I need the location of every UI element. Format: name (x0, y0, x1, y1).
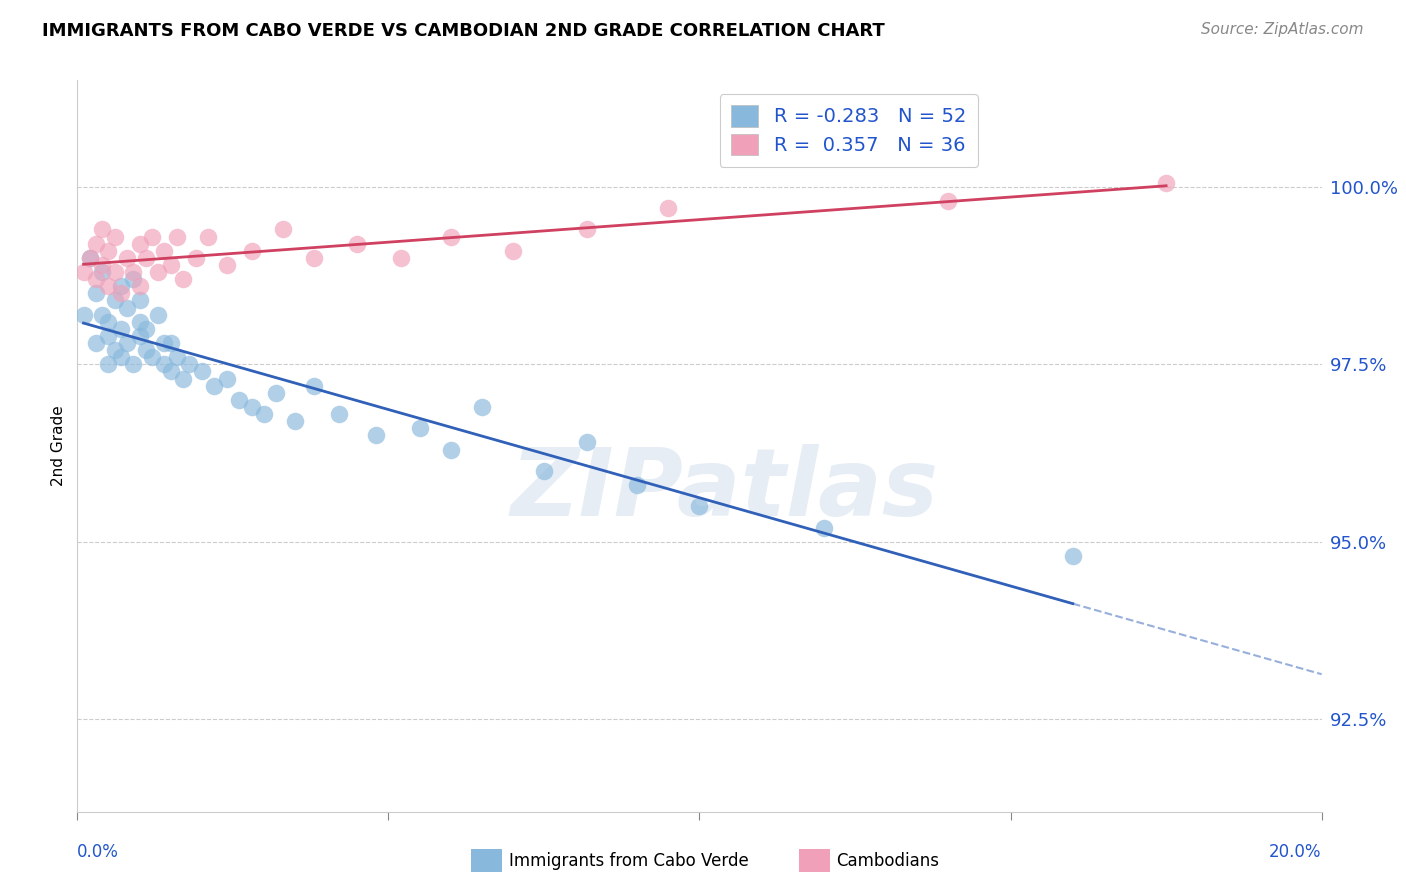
Point (97, 329, 120, 343)
Point (128, 279, 150, 293)
Point (502, 244, 524, 258)
Point (84, 336, 107, 351)
Point (626, 478, 648, 492)
Point (240, 244, 263, 258)
Text: ZIPatlas: ZIPatlas (510, 444, 938, 536)
Point (79, 251, 101, 265)
Point (135, 251, 157, 265)
Point (97, 315, 120, 329)
Point (110, 286, 132, 301)
Point (576, 435, 599, 450)
Point (135, 322, 157, 336)
Point (159, 364, 181, 378)
Point (72, 308, 94, 322)
Point (128, 293, 150, 308)
Point (302, 378, 325, 392)
Point (228, 392, 250, 407)
Point (141, 229, 163, 244)
Point (533, 464, 555, 478)
Point (166, 229, 188, 244)
Point (148, 265, 170, 279)
Point (471, 400, 494, 414)
Point (202, 378, 225, 392)
Point (266, 385, 288, 400)
Point (84, 272, 107, 286)
Point (128, 329, 150, 343)
Point (104, 343, 127, 358)
Point (79, 251, 101, 265)
Point (328, 407, 350, 421)
Point (84, 286, 107, 301)
Point (1154, 176, 1177, 190)
Point (1062, 549, 1084, 563)
Point (122, 357, 145, 371)
Point (148, 308, 170, 322)
Point (166, 350, 188, 364)
Point (141, 350, 163, 364)
Point (115, 301, 138, 315)
Point (172, 371, 194, 385)
Point (197, 229, 219, 244)
Point (184, 251, 207, 265)
Point (115, 251, 138, 265)
Point (215, 371, 238, 385)
Point (253, 407, 276, 421)
Point (302, 251, 325, 265)
Text: 20.0%: 20.0% (1270, 843, 1322, 861)
Point (689, 500, 711, 514)
Point (84, 236, 107, 251)
Text: Source: ZipAtlas.com: Source: ZipAtlas.com (1201, 22, 1364, 37)
Point (813, 521, 835, 535)
Point (104, 293, 127, 308)
Point (97, 357, 120, 371)
Point (135, 343, 157, 358)
Point (159, 336, 181, 351)
Point (72, 265, 94, 279)
Point (91, 258, 114, 272)
Point (284, 414, 307, 428)
Point (191, 364, 214, 378)
Point (271, 222, 294, 236)
Point (91, 222, 114, 236)
Point (364, 428, 387, 442)
Point (153, 244, 176, 258)
Point (110, 350, 132, 364)
Text: Immigrants from Cabo Verde: Immigrants from Cabo Verde (509, 852, 749, 870)
Point (657, 201, 679, 215)
Point (408, 421, 430, 435)
Text: 0.0%: 0.0% (77, 843, 120, 861)
Text: IMMIGRANTS FROM CABO VERDE VS CAMBODIAN 2ND GRADE CORRELATION CHART: IMMIGRANTS FROM CABO VERDE VS CAMBODIAN … (42, 22, 884, 40)
Point (115, 336, 138, 351)
Point (179, 357, 201, 371)
Text: Cambodians: Cambodians (837, 852, 939, 870)
Point (576, 222, 599, 236)
Point (389, 251, 412, 265)
Point (938, 194, 960, 208)
Point (240, 400, 263, 414)
Legend: R = -0.283   N = 52, R =  0.357   N = 36: R = -0.283 N = 52, R = 0.357 N = 36 (720, 94, 979, 167)
Point (104, 265, 127, 279)
Point (159, 258, 181, 272)
Point (128, 315, 150, 329)
Point (122, 265, 145, 279)
Point (440, 229, 463, 244)
Point (153, 357, 176, 371)
Point (215, 258, 238, 272)
Point (104, 229, 127, 244)
Point (110, 322, 132, 336)
Point (153, 336, 176, 351)
Point (91, 265, 114, 279)
Y-axis label: 2nd Grade: 2nd Grade (51, 406, 66, 486)
Point (172, 272, 194, 286)
Point (440, 442, 463, 457)
Point (122, 272, 145, 286)
Point (128, 236, 150, 251)
Point (110, 279, 132, 293)
Point (97, 244, 120, 258)
Point (97, 279, 120, 293)
Point (91, 308, 114, 322)
Point (346, 236, 368, 251)
